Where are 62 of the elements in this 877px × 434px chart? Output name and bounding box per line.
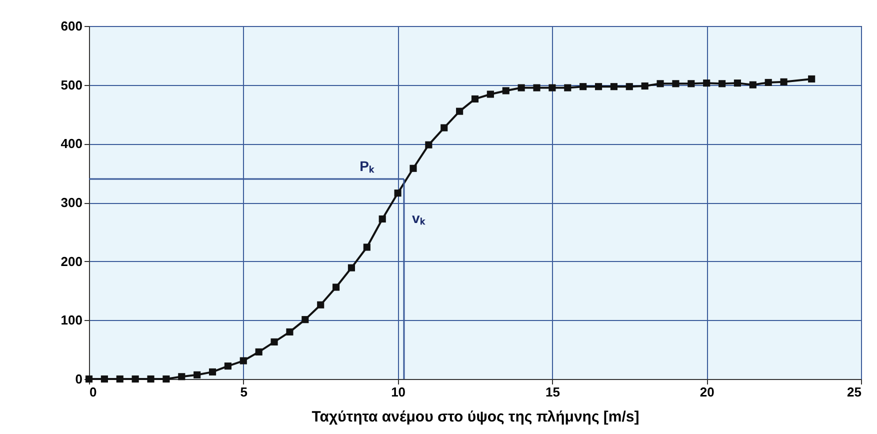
point	[626, 83, 633, 90]
point	[224, 362, 232, 370]
point	[147, 375, 154, 383]
x-tick-label: 10	[391, 384, 406, 400]
point	[363, 244, 370, 251]
point	[672, 80, 680, 88]
x-tick-label: 0	[90, 384, 97, 400]
point	[471, 95, 479, 102]
y-tick-label: 500	[60, 77, 82, 92]
point	[548, 84, 556, 92]
point	[610, 83, 618, 90]
point	[378, 215, 386, 223]
point	[100, 375, 108, 383]
point	[132, 375, 139, 383]
y-tick-label: 400	[60, 136, 82, 152]
point	[486, 90, 494, 98]
x-tick-label: 15	[545, 384, 560, 400]
x-tick-label: 25	[847, 384, 862, 400]
point	[764, 78, 772, 86]
point	[270, 338, 278, 346]
point	[656, 80, 664, 88]
point	[564, 84, 572, 92]
y-tick-label: 200	[60, 254, 82, 269]
point	[394, 190, 402, 197]
point	[440, 124, 448, 132]
point	[780, 78, 788, 86]
point	[208, 368, 216, 376]
point	[255, 348, 262, 356]
point	[533, 84, 540, 92]
point	[410, 164, 417, 172]
point	[178, 373, 186, 380]
point	[718, 80, 726, 88]
point	[734, 80, 742, 87]
point	[688, 80, 695, 88]
point	[194, 371, 201, 378]
y-tick-label: 100	[60, 312, 82, 328]
point	[317, 301, 324, 308]
point	[502, 87, 510, 94]
point	[749, 81, 756, 88]
x-tick-label: 5	[240, 384, 248, 400]
point	[456, 108, 464, 115]
point	[580, 83, 587, 90]
point	[240, 357, 247, 364]
x-axis-title: Ταχύτητα ανέμου στο ύψος της πλήμνης [m/s]	[312, 408, 640, 426]
point	[302, 316, 309, 324]
point	[703, 80, 710, 87]
ref-line-label: Pₖ	[360, 158, 375, 174]
point	[116, 375, 124, 383]
point	[162, 375, 170, 383]
y-tick-label: 300	[60, 195, 82, 210]
point	[332, 284, 340, 291]
point	[425, 141, 432, 148]
y-tick-label: 0	[75, 372, 82, 386]
point	[518, 84, 525, 92]
y-tick-label: 600	[60, 18, 82, 34]
point	[808, 75, 816, 82]
ref-line-label: vₖ	[412, 210, 426, 226]
point	[641, 82, 648, 90]
point	[594, 83, 602, 90]
point	[348, 264, 356, 272]
x-tick-label: 20	[700, 384, 714, 400]
point	[286, 328, 294, 336]
